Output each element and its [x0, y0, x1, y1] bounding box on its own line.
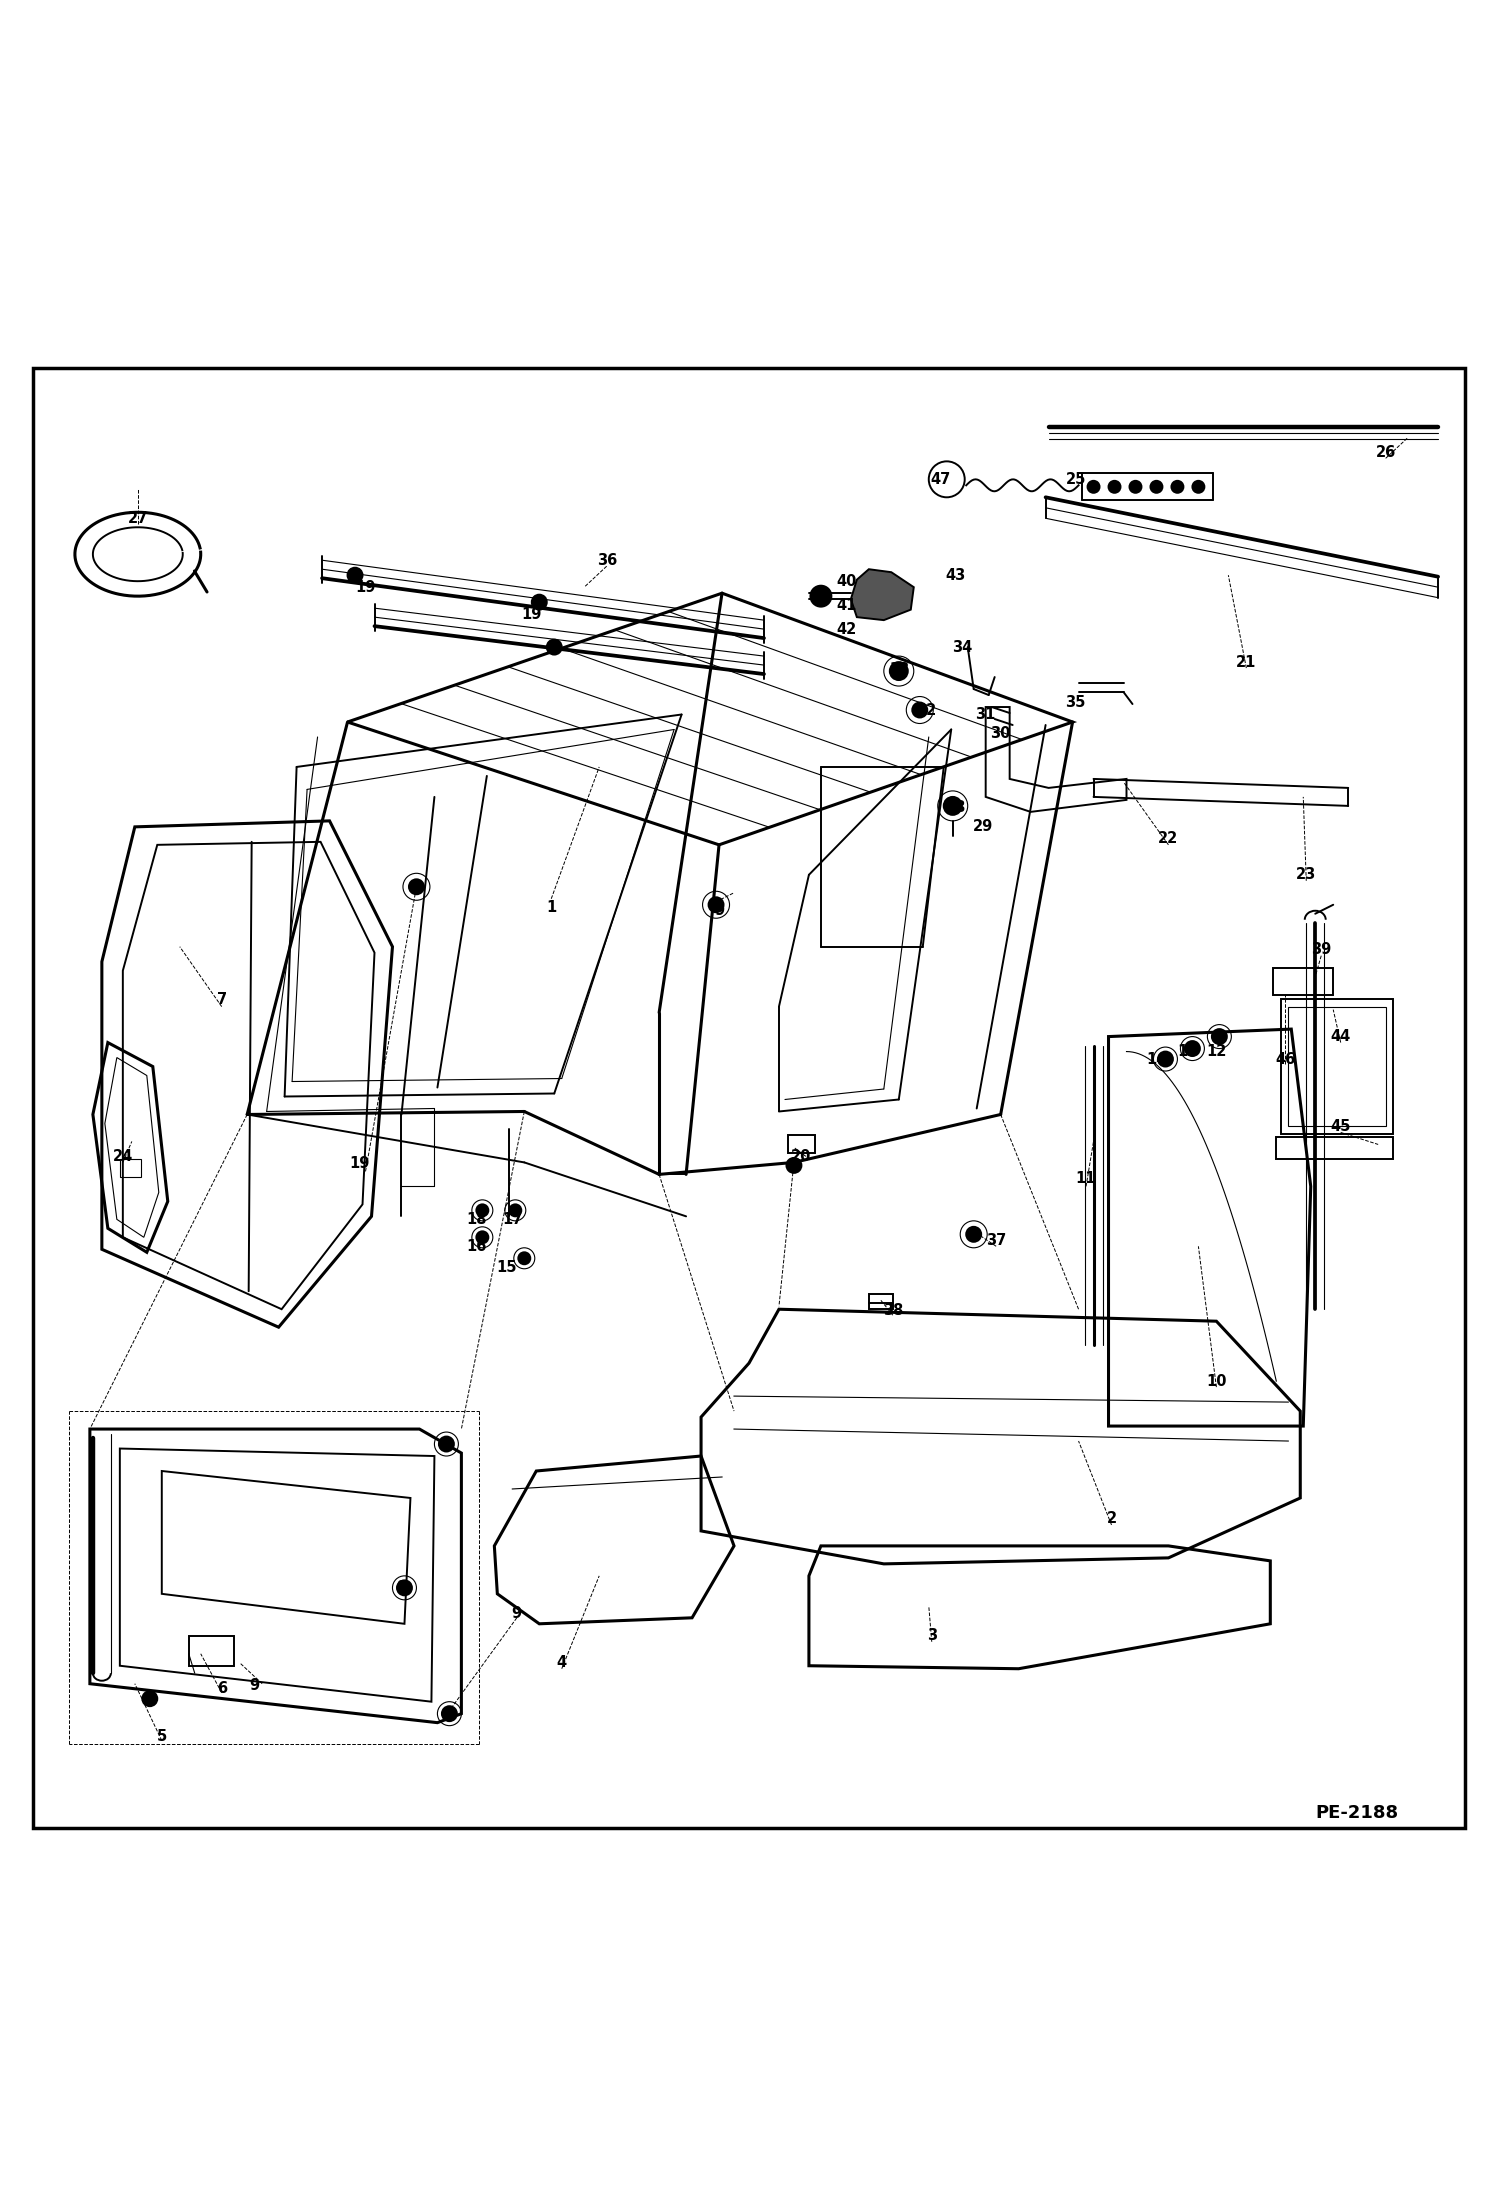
Text: 37: 37: [986, 1232, 1007, 1248]
Text: 41: 41: [836, 599, 857, 612]
Circle shape: [397, 1581, 412, 1594]
Text: 16: 16: [466, 1239, 487, 1254]
Text: 35: 35: [1065, 695, 1086, 711]
Text: 32: 32: [915, 702, 936, 717]
Circle shape: [912, 702, 927, 717]
Circle shape: [518, 1252, 530, 1265]
Circle shape: [890, 662, 908, 680]
Text: 14: 14: [1146, 1053, 1167, 1066]
Text: 22: 22: [1158, 831, 1179, 846]
Circle shape: [509, 1204, 521, 1217]
Text: 18: 18: [466, 1213, 487, 1226]
Text: 39: 39: [1311, 943, 1332, 956]
Bar: [120, 1160, 141, 1178]
Text: 9: 9: [715, 904, 724, 919]
Circle shape: [142, 1691, 157, 1706]
Text: 8: 8: [397, 1581, 406, 1594]
Text: 47: 47: [930, 471, 951, 487]
Circle shape: [1150, 480, 1162, 493]
Text: 13: 13: [1177, 1044, 1198, 1059]
Text: 9: 9: [250, 1678, 259, 1693]
Text: 40: 40: [836, 575, 857, 588]
Text: 45: 45: [1330, 1118, 1351, 1134]
Text: 33: 33: [888, 662, 909, 678]
Bar: [1288, 1007, 1386, 1127]
Text: 29: 29: [972, 820, 993, 833]
Circle shape: [439, 1436, 454, 1452]
Circle shape: [476, 1204, 488, 1217]
Text: 6: 6: [217, 1680, 226, 1695]
Circle shape: [1171, 480, 1183, 493]
Text: 20: 20: [791, 1149, 812, 1164]
Text: 46: 46: [1275, 1053, 1296, 1066]
Text: 36: 36: [596, 553, 617, 568]
Bar: [189, 1636, 234, 1667]
Circle shape: [810, 586, 831, 607]
Circle shape: [409, 879, 424, 895]
Text: 26: 26: [1375, 445, 1396, 461]
Circle shape: [1212, 1029, 1227, 1044]
Circle shape: [1158, 1053, 1173, 1066]
Bar: [1276, 1136, 1393, 1160]
Circle shape: [532, 594, 547, 610]
Text: 43: 43: [945, 568, 966, 583]
Bar: [1281, 1000, 1393, 1134]
Text: 1: 1: [547, 901, 556, 914]
Circle shape: [476, 1230, 488, 1243]
Text: 5: 5: [157, 1728, 166, 1743]
Polygon shape: [851, 570, 914, 621]
Circle shape: [1192, 480, 1204, 493]
Text: 27: 27: [127, 511, 148, 526]
Bar: [1273, 967, 1333, 996]
Text: 11: 11: [1076, 1171, 1097, 1186]
Circle shape: [709, 897, 724, 912]
Text: PE-2188: PE-2188: [1315, 1803, 1399, 1822]
Circle shape: [1185, 1042, 1200, 1057]
Text: 4: 4: [557, 1656, 566, 1671]
Text: 25: 25: [1065, 471, 1086, 487]
Text: 17: 17: [502, 1213, 523, 1226]
Circle shape: [348, 568, 363, 583]
Text: 19: 19: [521, 607, 542, 621]
Text: 24: 24: [112, 1149, 133, 1164]
Text: 34: 34: [951, 640, 972, 654]
Text: 2: 2: [1107, 1511, 1116, 1526]
Circle shape: [1088, 480, 1100, 493]
Text: 9: 9: [512, 1605, 521, 1621]
Text: 3: 3: [927, 1627, 936, 1643]
Circle shape: [1109, 480, 1121, 493]
Text: 15: 15: [496, 1259, 517, 1274]
Circle shape: [547, 640, 562, 654]
Text: 19: 19: [349, 1156, 370, 1171]
Bar: [869, 1294, 893, 1309]
Text: 42: 42: [836, 621, 857, 636]
Text: 28: 28: [945, 800, 966, 816]
Text: 23: 23: [1296, 866, 1317, 882]
Circle shape: [786, 1158, 801, 1173]
Text: 30: 30: [990, 726, 1011, 741]
Text: 7: 7: [217, 991, 226, 1007]
Text: 19: 19: [355, 579, 376, 594]
Text: 10: 10: [1206, 1373, 1227, 1388]
Circle shape: [1129, 480, 1141, 493]
Text: 31: 31: [975, 706, 996, 721]
Circle shape: [944, 796, 962, 816]
Circle shape: [442, 1706, 457, 1722]
Text: 12: 12: [1206, 1044, 1227, 1059]
Text: 38: 38: [882, 1303, 903, 1318]
Text: 44: 44: [1330, 1029, 1351, 1044]
Text: 21: 21: [1236, 654, 1257, 669]
Bar: [788, 1136, 815, 1154]
Circle shape: [966, 1226, 981, 1241]
